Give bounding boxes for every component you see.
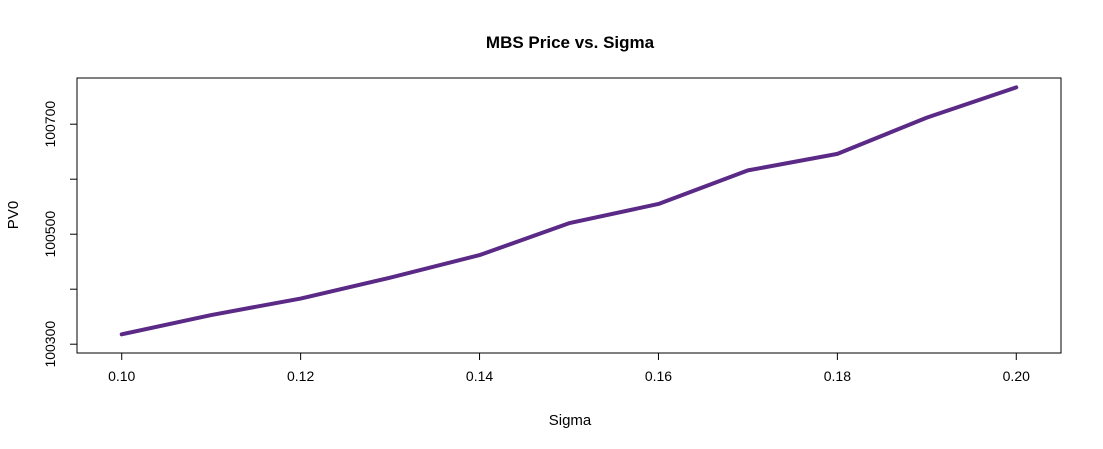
x-axis-label: Sigma <box>549 412 592 429</box>
x-tick-label: 0.16 <box>645 368 672 384</box>
x-tick-label: 0.10 <box>108 368 135 384</box>
plot-layer <box>119 85 1019 337</box>
y-tick-label: 100300 <box>42 321 58 368</box>
x-tick-label: 0.12 <box>287 368 314 384</box>
plot-frame <box>76 77 1062 354</box>
y-tick-label: 100700 <box>42 101 58 148</box>
x-tick-label: 0.14 <box>466 368 493 384</box>
y-axis: 100300 100500 100700 <box>42 101 77 368</box>
y-axis-label: PV0 <box>5 201 22 229</box>
y-tick-label: 100500 <box>42 211 58 258</box>
chart-title: MBS Price vs. Sigma <box>486 33 655 52</box>
x-tick-label: 0.20 <box>1003 368 1030 384</box>
series-line <box>119 85 1019 337</box>
x-tick-label: 0.18 <box>824 368 851 384</box>
x-axis: 0.10 0.12 0.14 0.16 0.18 0.20 <box>108 353 1030 384</box>
